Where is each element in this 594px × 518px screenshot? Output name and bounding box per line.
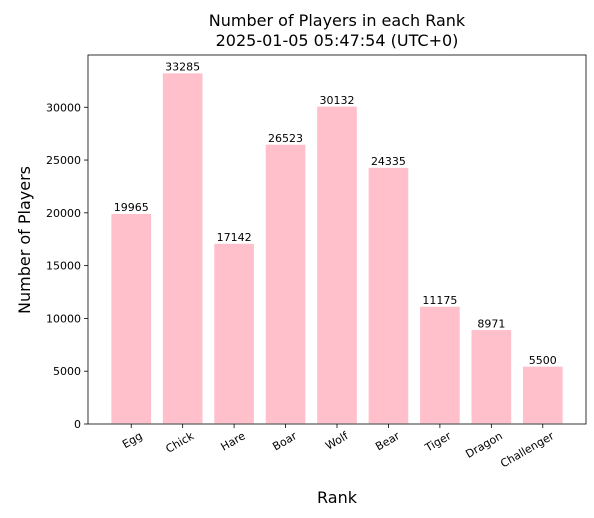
x-tick-label: Dragon	[463, 429, 505, 460]
y-tick-label: 20000	[46, 207, 81, 220]
y-tick-label: 15000	[46, 260, 81, 273]
x-tick-label: Egg	[120, 429, 145, 451]
x-tick-label: Challenger	[498, 429, 556, 470]
y-tick-label: 5000	[53, 365, 81, 378]
y-axis-title: Number of Players	[15, 166, 34, 314]
bar	[418, 305, 462, 425]
value-label: 5500	[529, 354, 557, 367]
value-label: 17142	[217, 231, 252, 244]
chart-title: Number of Players in each Rank	[209, 11, 466, 30]
bar	[212, 242, 256, 425]
x-tick-label: Wolf	[323, 429, 351, 453]
y-tick-label: 0	[74, 418, 81, 431]
x-tick-label: Boar	[270, 429, 299, 453]
plot-frame	[87, 54, 587, 425]
x-tick-label: Tiger	[422, 429, 454, 455]
bar	[470, 328, 513, 425]
bar	[109, 212, 153, 425]
value-label: 26523	[268, 132, 303, 145]
bar	[521, 365, 565, 425]
y-tick-label: 10000	[46, 312, 81, 325]
x-tick-label: Hare	[219, 429, 248, 453]
value-label: 30132	[320, 94, 355, 107]
x-tick-label: Chick	[164, 429, 197, 456]
value-label: 33285	[165, 61, 200, 74]
bar	[264, 143, 307, 425]
value-label: 8971	[477, 317, 505, 330]
y-tick-label: 30000	[46, 101, 81, 114]
bar	[315, 105, 359, 425]
value-label: 19965	[114, 201, 149, 214]
y-tick-label: 25000	[46, 154, 81, 167]
x-axis-title: Rank	[317, 488, 358, 507]
bar	[161, 71, 204, 425]
value-label: 24335	[371, 155, 406, 168]
value-label: 11175	[422, 294, 457, 307]
bar	[367, 166, 410, 425]
x-tick-label: Bear	[373, 429, 402, 453]
chart-subtitle: 2025-01-05 05:47:54 (UTC+0)	[216, 31, 459, 50]
